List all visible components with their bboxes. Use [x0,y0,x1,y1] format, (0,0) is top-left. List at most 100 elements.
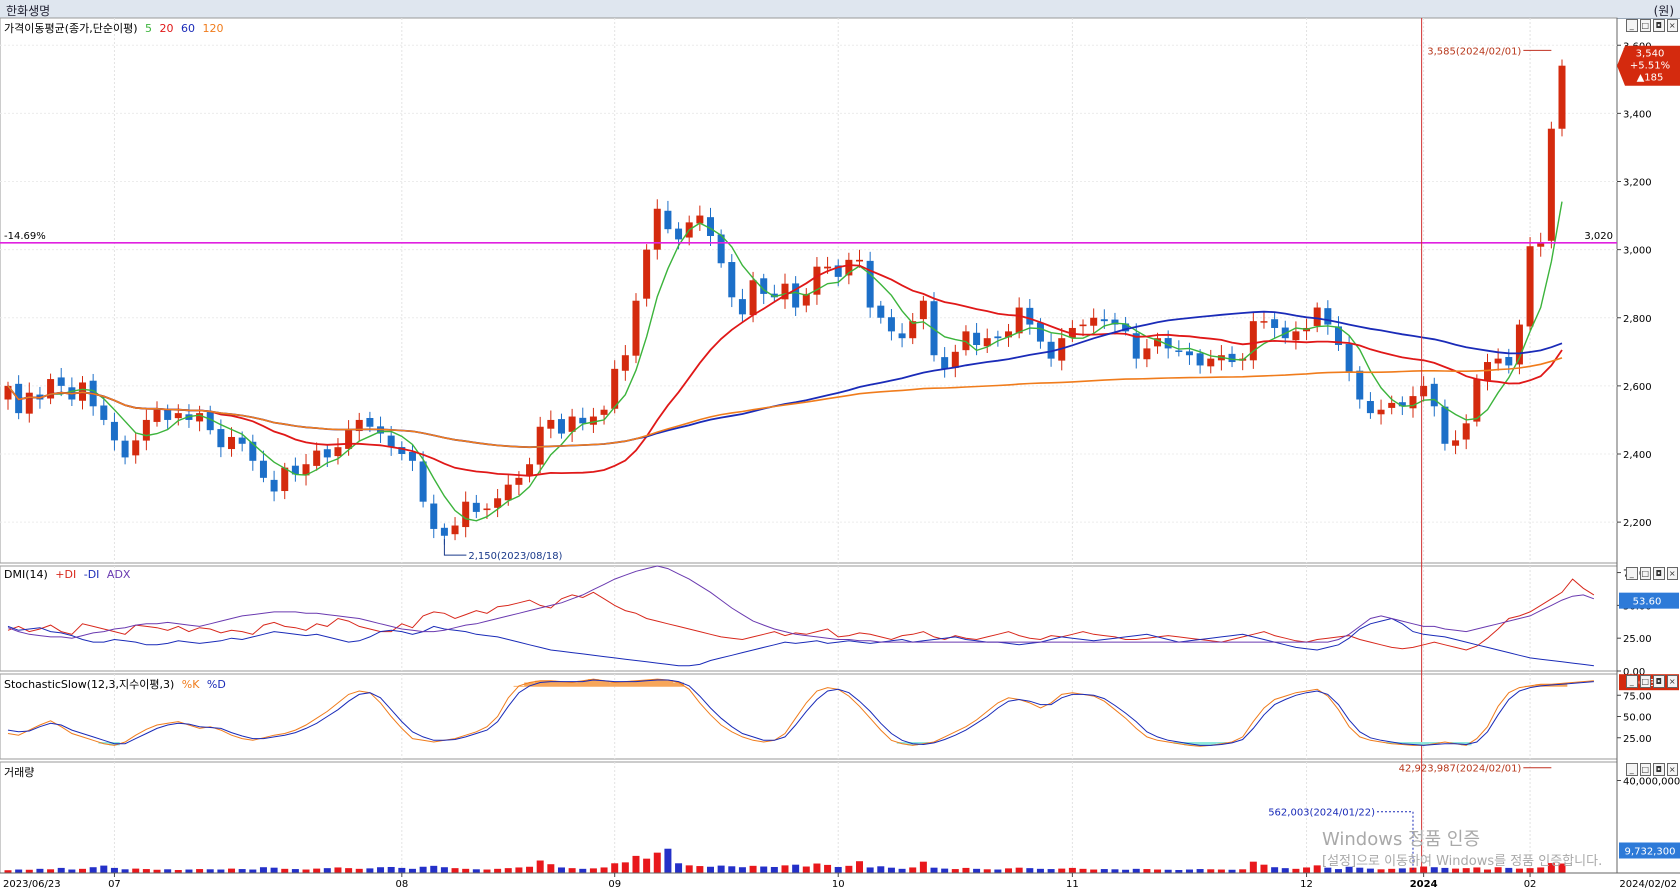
volume-bar [1409,867,1417,873]
candle-body [536,426,544,465]
stoch-tick-label: 75.00 [1623,691,1652,702]
candle-body [483,508,491,511]
volume-bar [547,864,555,873]
candle-body [1494,358,1502,364]
volume-bar [1207,869,1215,873]
close-icon[interactable]: × [1666,675,1678,688]
candle-body [1505,356,1513,366]
restore-icon[interactable]: □ [1639,675,1651,688]
restore-icon[interactable]: □ [1639,19,1651,32]
x-axis-start-label: 2023/06/23 [3,879,61,890]
volume-panel-frame [0,761,1618,874]
candle-body [249,441,257,461]
price-tick-label: 2,400 [1623,450,1652,461]
candle-body [1388,402,1396,408]
volume-bar [1388,868,1396,873]
volume-bar [110,867,118,873]
volume-bar [834,866,842,873]
candle-body [472,502,480,512]
candle-body [770,293,778,298]
candle-body [1026,307,1034,325]
candle-body [1398,402,1406,407]
volume-bar [738,867,746,873]
x-tick-label: 07 [108,879,121,890]
minimize-icon[interactable]: _ [1626,19,1638,32]
candle-body [706,217,714,236]
candle-body [909,321,917,339]
x-tick-label: 12 [1300,879,1313,890]
volume-bar [1026,868,1034,873]
dmi-panel-controls[interactable]: _ □ ◘ × [1626,567,1678,580]
change-pct-label: +5.51% [1630,61,1670,72]
volume-bar [1441,867,1449,873]
volume-bar [611,863,619,873]
volume-bar [696,866,704,873]
minus-di-legend: -DI [83,568,100,581]
volume-bar [4,870,12,873]
minimize-icon[interactable]: _ [1626,763,1638,776]
volume-bar [1377,869,1385,873]
candle-body [856,259,864,262]
volume-bar [1505,867,1513,873]
volume-bar [866,867,874,873]
maximize-icon[interactable]: ◘ [1653,763,1665,776]
volume-bar [1526,868,1534,873]
k-legend: %K [181,678,200,691]
volume-bar [419,866,427,873]
volume-bar [153,869,161,873]
candle-body [1122,323,1130,332]
volume-bar [345,868,353,873]
watermark-subtitle: [설정]으로 이동하여 Windows를 정품 인증합니다. [1322,854,1603,869]
minimize-icon[interactable]: _ [1626,675,1638,688]
volume-bar [653,852,661,873]
volume-bar [1217,869,1225,873]
candle-body [589,416,597,425]
volume-bar [621,862,629,873]
volume-bar [1005,868,1013,873]
stoch-panel-controls[interactable]: _ □ ◘ × [1626,675,1678,688]
volume-bar [1558,863,1566,873]
candle-body [1292,331,1300,341]
volume-panel-controls[interactable]: _ □ ◘ × [1626,763,1678,776]
adx-line [7,565,1595,643]
maximize-icon[interactable]: ◘ [1653,675,1665,688]
volume-bar [1313,865,1321,873]
volume-value-label: 9,732,300 [1625,846,1676,857]
volume-bar [79,868,87,873]
volume-bar [174,869,182,873]
maximize-icon[interactable]: ◘ [1653,19,1665,32]
price-panel-controls[interactable]: _ □ ◘ × [1626,19,1678,32]
candle-body [781,283,789,300]
restore-icon[interactable]: □ [1639,763,1651,776]
candle-body [717,234,725,264]
volume-bar [238,869,246,873]
candle-body [1462,423,1470,440]
volume-bar [398,867,406,873]
volume-bar [440,867,448,873]
close-icon[interactable]: × [1666,567,1678,580]
volume-bar [919,861,927,873]
candle-body [100,405,108,420]
volume-bar [472,869,480,873]
maximize-icon[interactable]: ◘ [1653,567,1665,580]
volume-bar [632,855,640,873]
volume-bar [1345,866,1353,873]
candle-body [1430,383,1438,407]
volume-bar [1122,869,1130,873]
candle-body [866,260,874,308]
volume-bar [1260,864,1268,873]
volume-bar [898,868,906,873]
price-tick-label: 2,600 [1623,382,1652,393]
candle-body [1345,343,1353,373]
candle-body [494,498,502,508]
volume-bar [760,866,768,873]
candle-body [1100,319,1108,322]
candle-body [568,416,576,432]
restore-icon[interactable]: □ [1639,567,1651,580]
volume-bar [1292,868,1300,873]
close-icon[interactable]: × [1666,763,1678,776]
candle-body [611,368,619,409]
minimize-icon[interactable]: _ [1626,567,1638,580]
close-icon[interactable]: × [1666,19,1678,32]
